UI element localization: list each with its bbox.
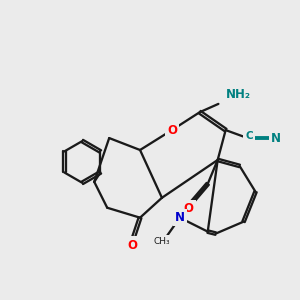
- Text: C: C: [245, 131, 253, 141]
- Text: O: O: [183, 202, 193, 215]
- Text: CH₃: CH₃: [153, 237, 170, 246]
- Text: N: N: [271, 132, 281, 145]
- Text: N: N: [175, 211, 185, 224]
- Text: O: O: [167, 124, 177, 136]
- Text: O: O: [127, 239, 137, 252]
- Text: NH₂: NH₂: [226, 88, 251, 101]
